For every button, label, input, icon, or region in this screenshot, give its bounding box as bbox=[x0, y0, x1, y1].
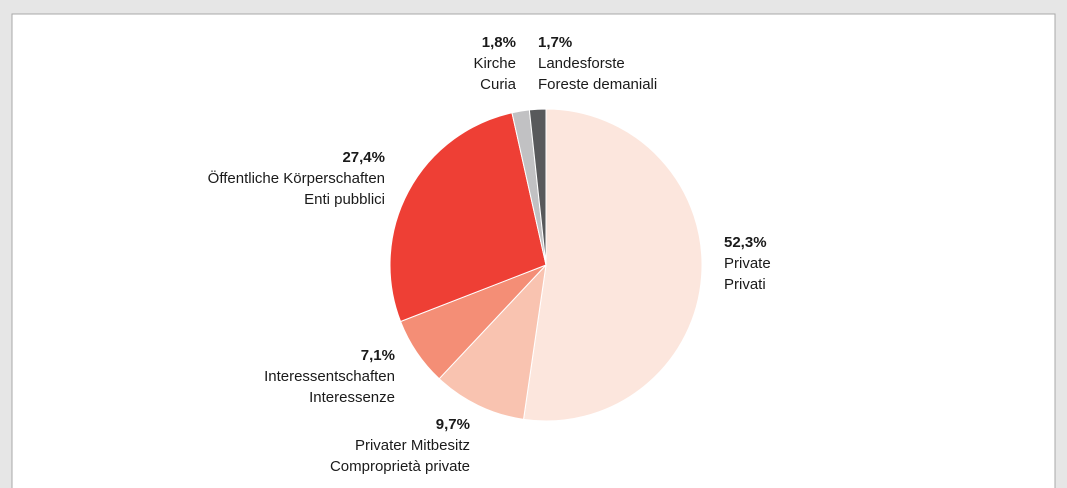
category-label: Private bbox=[724, 255, 771, 272]
category-label: Privater Mitbesitz bbox=[355, 437, 470, 454]
value-label: 1,7% bbox=[538, 34, 572, 51]
category-label: Interessentschaften bbox=[264, 368, 395, 385]
category-label: Foreste demaniali bbox=[538, 76, 657, 93]
category-label: Enti pubblici bbox=[304, 191, 385, 208]
value-label: 7,1% bbox=[361, 347, 395, 364]
category-label: Interessenze bbox=[309, 389, 395, 406]
value-label: 9,7% bbox=[436, 416, 470, 433]
category-label: Öffentliche Körperschaften bbox=[208, 169, 385, 187]
pie-slice bbox=[438, 263, 547, 420]
pie-slice bbox=[522, 108, 703, 422]
pie-slice bbox=[389, 112, 547, 323]
category-label: Landesforste bbox=[538, 55, 625, 72]
category-label: Kirche bbox=[473, 55, 516, 72]
pie-slice bbox=[528, 108, 547, 266]
category-label: Comproprietà private bbox=[330, 458, 470, 475]
category-label: Privati bbox=[724, 276, 766, 293]
category-label: Curia bbox=[480, 76, 517, 93]
value-label: 52,3% bbox=[724, 234, 767, 251]
value-label: 1,8% bbox=[482, 34, 516, 51]
value-label: 27,4% bbox=[342, 149, 385, 166]
